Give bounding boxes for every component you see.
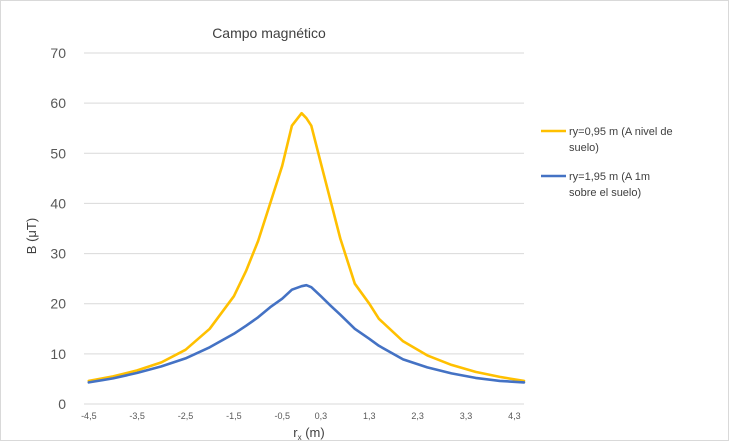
x-tick-label-7: 2,3 [411,411,424,421]
x-tick-label-2: -2,5 [178,411,194,421]
y-tick-label-6: 60 [50,95,66,111]
x-tick-label-4: -0,5 [274,411,290,421]
y-tick-label-3: 30 [50,246,66,262]
x-tick-label-1: -3,5 [129,411,145,421]
chart-title: Campo magnético [212,25,326,41]
y-axis-label: B (μT) [24,218,39,254]
x-tick-labels: -4,5 -3,5 -2,5 -1,5 -0,5 0,3 1,3 2,3 3,3 4,3 [81,411,521,421]
legend-label-1-line-1: sobre el suelo) [569,187,641,199]
x-tick-label-8: 3,3 [460,411,473,421]
x-tick-label-0: -4,5 [81,411,97,421]
legend: ry=0,95 m (A nivel de suelo) ry=1,95 m (A … [541,126,673,199]
y-tick-label-7: 70 [50,45,66,61]
x-axis-label-main: r [293,425,298,440]
x-tick-label-5: 0,3 [315,411,328,421]
series-line-1 [87,283,526,384]
x-axis-label-sub: x [298,433,302,440]
series-lines [87,111,526,384]
y-tick-labels: 0 10 20 30 40 50 60 70 [50,45,66,412]
y-tick-label-1: 10 [50,346,66,362]
y-tick-label-2: 20 [50,296,66,312]
y-tick-label-0: 0 [58,396,66,412]
legend-label-1-line-0: ry=1,95 m (A 1m [569,171,650,183]
series-line-0 [87,111,526,383]
y-tick-label-5: 50 [50,145,66,161]
legend-label-0: ry=0,95 m (A nivel de suelo) [569,126,673,154]
legend-label-0-line-1: suelo) [569,142,599,154]
x-axis-label: rx (m) [293,425,324,440]
x-tick-label-9: 4,3 [508,411,521,421]
x-tick-label-6: 1,3 [363,411,376,421]
y-tick-label-4: 40 [50,195,66,211]
x-axis-label-unit: (m) [302,425,325,440]
legend-label-0-line-0: ry=0,95 m (A nivel de [569,126,673,138]
gridlines [84,52,524,405]
x-tick-label-3: -1,5 [226,411,242,421]
legend-label-1: ry=1,95 m (A 1m sobre el suelo) [569,171,650,199]
